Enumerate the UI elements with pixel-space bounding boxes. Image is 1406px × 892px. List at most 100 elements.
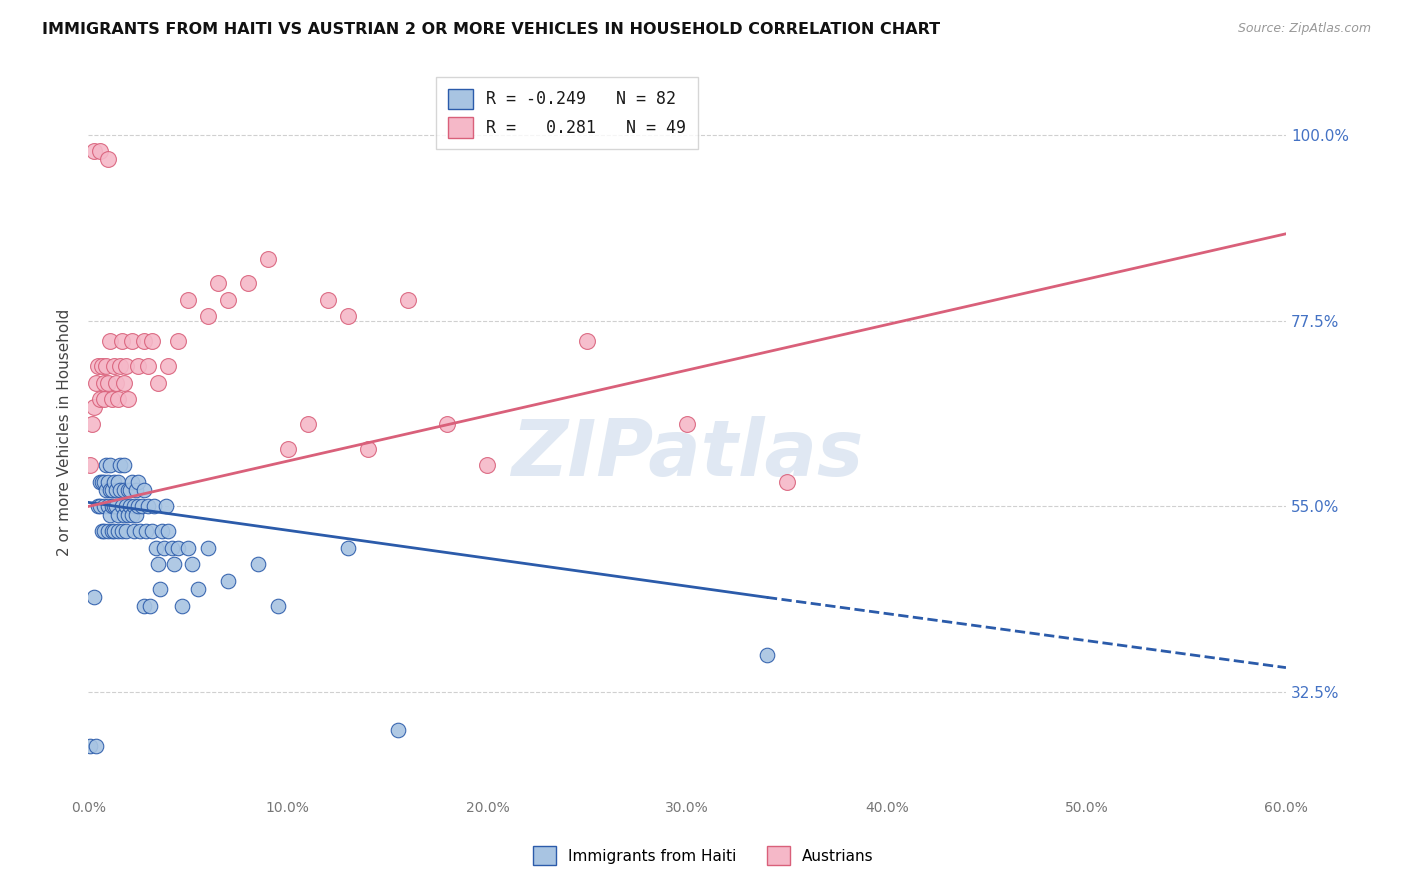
- Point: [145, 541, 167, 555]
- Point: [103, 524, 125, 539]
- Point: [297, 417, 319, 431]
- Point: [396, 293, 419, 307]
- Point: [127, 359, 149, 373]
- Point: [117, 392, 139, 406]
- Point: [103, 500, 125, 514]
- Point: [98, 458, 121, 472]
- Legend: R = -0.249   N = 82, R =   0.281   N = 49: R = -0.249 N = 82, R = 0.281 N = 49: [436, 77, 699, 149]
- Point: [87, 500, 110, 514]
- Point: [143, 500, 166, 514]
- Point: [125, 483, 148, 497]
- Point: [91, 359, 114, 373]
- Point: [277, 442, 299, 456]
- Text: IMMIGRANTS FROM HAITI VS AUSTRIAN 2 OR MORE VEHICLES IN HOUSEHOLD CORRELATION CH: IMMIGRANTS FROM HAITI VS AUSTRIAN 2 OR M…: [42, 22, 941, 37]
- Point: [115, 500, 138, 514]
- Point: [93, 376, 115, 390]
- Point: [139, 599, 162, 613]
- Point: [436, 417, 458, 431]
- Point: [336, 310, 359, 324]
- Point: [111, 500, 134, 514]
- Point: [93, 392, 115, 406]
- Point: [91, 475, 114, 489]
- Text: Source: ZipAtlas.com: Source: ZipAtlas.com: [1237, 22, 1371, 36]
- Point: [146, 376, 169, 390]
- Point: [149, 582, 172, 596]
- Point: [97, 153, 120, 167]
- Point: [236, 277, 259, 291]
- Point: [387, 723, 409, 737]
- Point: [108, 458, 131, 472]
- Point: [117, 508, 139, 522]
- Point: [79, 458, 101, 472]
- Point: [177, 293, 200, 307]
- Point: [356, 442, 378, 456]
- Point: [576, 334, 599, 349]
- Point: [107, 524, 129, 539]
- Point: [127, 500, 149, 514]
- Point: [112, 508, 135, 522]
- Point: [98, 334, 121, 349]
- Point: [94, 458, 117, 472]
- Point: [105, 500, 128, 514]
- Point: [150, 524, 173, 539]
- Point: [121, 334, 143, 349]
- Point: [167, 541, 190, 555]
- Point: [84, 376, 107, 390]
- Point: [141, 334, 163, 349]
- Point: [82, 417, 104, 431]
- Point: [477, 805, 499, 820]
- Point: [112, 483, 135, 497]
- Point: [163, 558, 186, 572]
- Point: [207, 277, 229, 291]
- Point: [93, 475, 115, 489]
- Point: [755, 648, 778, 663]
- Point: [177, 541, 200, 555]
- Point: [103, 359, 125, 373]
- Point: [93, 500, 115, 514]
- Point: [97, 475, 120, 489]
- Point: [108, 359, 131, 373]
- Point: [97, 524, 120, 539]
- Point: [89, 475, 111, 489]
- Point: [79, 739, 101, 753]
- Point: [91, 524, 114, 539]
- Text: ZIPatlas: ZIPatlas: [510, 416, 863, 491]
- Point: [117, 483, 139, 497]
- Point: [153, 541, 176, 555]
- Point: [112, 458, 135, 472]
- Point: [160, 541, 183, 555]
- Point: [131, 500, 153, 514]
- Point: [87, 359, 110, 373]
- Point: [136, 359, 159, 373]
- Point: [120, 483, 142, 497]
- Point: [246, 558, 269, 572]
- Point: [89, 500, 111, 514]
- Point: [197, 310, 219, 324]
- Point: [156, 524, 179, 539]
- Point: [156, 359, 179, 373]
- Point: [121, 508, 143, 522]
- Point: [125, 508, 148, 522]
- Point: [94, 359, 117, 373]
- Point: [267, 599, 290, 613]
- Point: [93, 524, 115, 539]
- Legend: Immigrants from Haiti, Austrians: Immigrants from Haiti, Austrians: [526, 840, 880, 871]
- Point: [98, 508, 121, 522]
- Point: [101, 524, 124, 539]
- Point: [107, 475, 129, 489]
- Point: [101, 500, 124, 514]
- Point: [112, 376, 135, 390]
- Point: [107, 392, 129, 406]
- Point: [197, 541, 219, 555]
- Point: [83, 401, 105, 415]
- Point: [121, 475, 143, 489]
- Point: [94, 483, 117, 497]
- Point: [170, 599, 193, 613]
- Point: [122, 500, 145, 514]
- Point: [477, 458, 499, 472]
- Point: [120, 500, 142, 514]
- Point: [122, 524, 145, 539]
- Point: [108, 483, 131, 497]
- Point: [132, 334, 155, 349]
- Point: [146, 558, 169, 572]
